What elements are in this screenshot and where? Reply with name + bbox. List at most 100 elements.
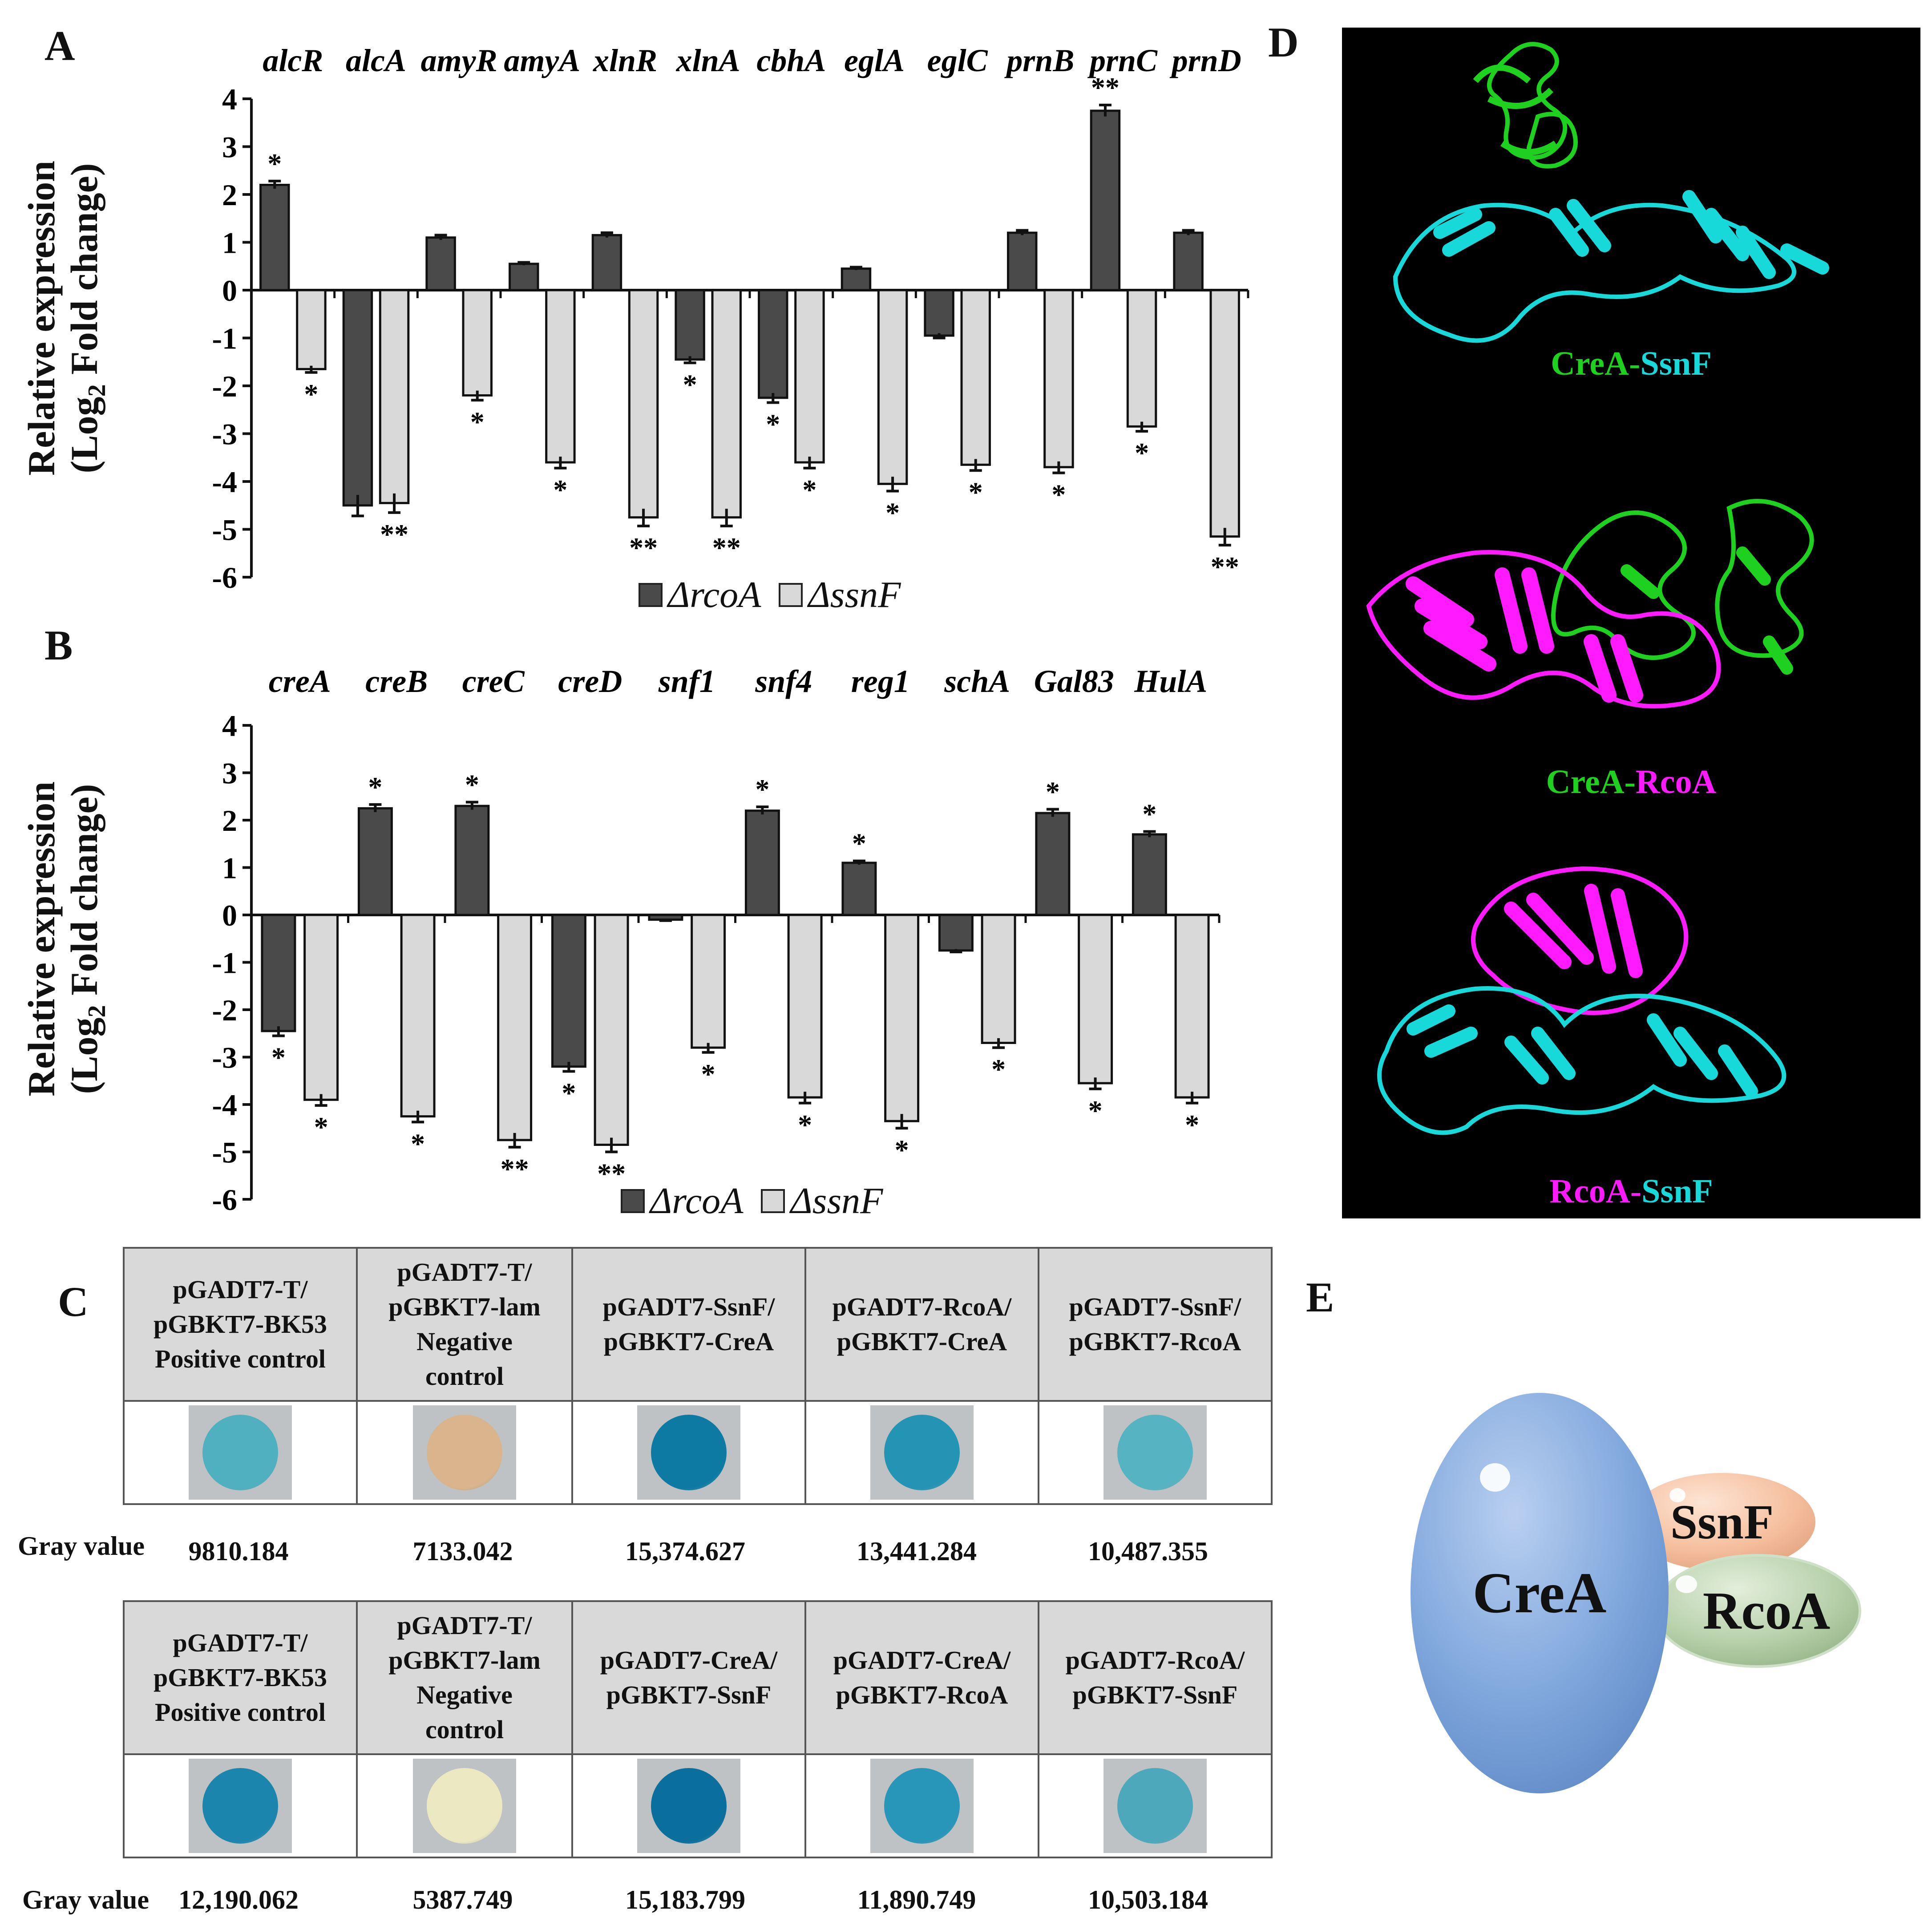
- model-label-crea: CreA: [1472, 1561, 1607, 1625]
- category-label: creC: [462, 664, 525, 699]
- significance-mark: *: [1051, 479, 1066, 510]
- y2h-spot-cell: [1038, 1400, 1273, 1505]
- yeast-plate-photo: [1103, 1405, 1207, 1500]
- yeast-plate-photo: [870, 1759, 974, 1853]
- significance-mark: *: [304, 378, 318, 410]
- y-tick-label: 3: [222, 130, 237, 164]
- significance-mark: *: [683, 368, 697, 400]
- category-label: eglC: [927, 43, 988, 78]
- bar: [400, 914, 436, 1118]
- significance-mark: *: [1135, 437, 1149, 469]
- gray-value-2-4: 11,890.749: [857, 1885, 976, 1914]
- y2h-header-row: pGADT7-T/pGBKT7-BK53 Positive control pGA…: [123, 1247, 1273, 1402]
- yeast-colony-spot: [884, 1768, 960, 1844]
- gray-value-1-4: 13,441.284: [857, 1537, 977, 1566]
- bar: [259, 184, 290, 291]
- y-tick-label: -6: [212, 561, 237, 595]
- y2h-spot-cell: [123, 1400, 358, 1505]
- significance-mark: *: [267, 148, 282, 179]
- y-tick-label: -5: [212, 513, 237, 547]
- significance-mark: *: [701, 1058, 715, 1090]
- y-tick-label: 2: [222, 178, 237, 212]
- crea-ribbon-2: [1473, 65, 1557, 155]
- ssnf-ribbon: [1393, 202, 1796, 343]
- legend-swatch-rcoa: [639, 583, 663, 607]
- y2h-spot-row: [123, 1400, 1273, 1505]
- gray-value-2-3: 15,183.799: [625, 1885, 745, 1914]
- bar: [960, 289, 991, 466]
- y-tick-label: 2: [222, 804, 237, 838]
- bar: [342, 289, 373, 507]
- bar: [303, 914, 339, 1101]
- category-label: snf1: [658, 664, 715, 699]
- significance-mark: *: [1088, 1095, 1103, 1126]
- legend-item-rcoa: ΔrcoA: [639, 573, 761, 616]
- crea-highlight: [1480, 1463, 1510, 1492]
- significance-mark: **: [1211, 551, 1239, 583]
- y2h-header-cell: pGADT7-T/pGBKT7-BK53 Positive control: [123, 1247, 358, 1402]
- rcoa-sheets: [1406, 567, 1643, 703]
- category-label: alcR: [263, 43, 323, 78]
- legend-label-ssnf: ΔssnF: [808, 574, 901, 615]
- category-label: creD: [558, 664, 622, 699]
- structure-label-2: CreA-RcoA: [1546, 763, 1717, 801]
- bar: [981, 914, 1016, 1044]
- significance-mark: *: [1046, 776, 1060, 808]
- category-label: snf4: [755, 664, 812, 699]
- gray-value-2-1: 12,190.062: [178, 1885, 299, 1914]
- bar: [884, 914, 920, 1122]
- structure-panel: CreA-SsnF CreA-RcoA RcoA-SsnF: [1342, 28, 1920, 1218]
- model-label-rcoa: RcoA: [1702, 1581, 1831, 1640]
- gray-value-1-2: 7133.042: [412, 1537, 513, 1566]
- significance-mark: **: [1091, 72, 1120, 103]
- model-shapes: [1411, 1393, 1861, 1793]
- bar: [509, 263, 539, 291]
- category-label: reg1: [851, 664, 910, 699]
- crea-ribbon: [1487, 42, 1578, 169]
- significance-mark: *: [465, 769, 479, 801]
- category-label: prnD: [1169, 43, 1241, 78]
- bar: [551, 914, 586, 1068]
- y2h-header-cell: pGADT7-CreA/pGBKT7-SsnF: [571, 1600, 806, 1755]
- model-label-ssnf: SsnF: [1670, 1494, 1774, 1549]
- significance-mark: **: [597, 1158, 626, 1190]
- y2h-header-cell: pGADT7-SsnF/pGBKT7-CreA: [571, 1247, 806, 1402]
- bar: [261, 914, 296, 1032]
- yeast-plate-photo: [1103, 1759, 1207, 1853]
- bar: [425, 236, 456, 291]
- gray-value-label-2: Gray value: [22, 1885, 149, 1914]
- y2h-header-cell: pGADT7-T/pGBKT7-BK53 Positive control: [123, 1600, 358, 1755]
- y2h-header-cell: pGADT7-RcoA/pGBKT7-CreA: [804, 1247, 1039, 1402]
- y2h-spot-row: [123, 1753, 1273, 1858]
- structure-crea-rcoa: [1366, 499, 1814, 708]
- yeast-colony-spot: [651, 1768, 727, 1844]
- y-tick-label: -6: [212, 1183, 237, 1217]
- bar: [924, 289, 954, 337]
- y2h-spot-cell: [804, 1400, 1039, 1505]
- structure-crea-ssnf: [1393, 42, 1829, 343]
- rcoa-sheets: [1504, 884, 1643, 978]
- significance-mark: *: [991, 1053, 1006, 1085]
- bar: [1126, 289, 1157, 428]
- y2h-spot-cell: [571, 1753, 806, 1858]
- y2h-spot-cell: [571, 1400, 806, 1505]
- y-tick-label: 0: [222, 274, 237, 308]
- bar: [1035, 812, 1071, 916]
- yeast-colony-spot: [884, 1415, 960, 1490]
- legend-label-rcoa: ΔrcoA: [668, 574, 761, 615]
- y2h-spot-cell: [1038, 1753, 1273, 1858]
- category-label: schA: [944, 664, 1010, 699]
- rcoa-ribbon: [1366, 550, 1721, 708]
- bar: [1132, 833, 1167, 916]
- legend-swatch-ssnf: [761, 1189, 785, 1213]
- legend-item-ssnf: ΔssnF: [779, 573, 901, 616]
- rcoa-highlight: [1676, 1575, 1697, 1593]
- chart-b-y-axis-title: Relative expression (Log2 Fold change): [20, 676, 111, 1202]
- structure-label-1: CreA-SsnF: [1551, 345, 1712, 382]
- significance-mark: **: [712, 532, 741, 563]
- y-tick-label: -1: [212, 322, 237, 356]
- bar: [1007, 231, 1038, 291]
- bar: [454, 805, 490, 916]
- yeast-plate-photo: [413, 1405, 516, 1500]
- y2h-spot-cell: [123, 1753, 358, 1858]
